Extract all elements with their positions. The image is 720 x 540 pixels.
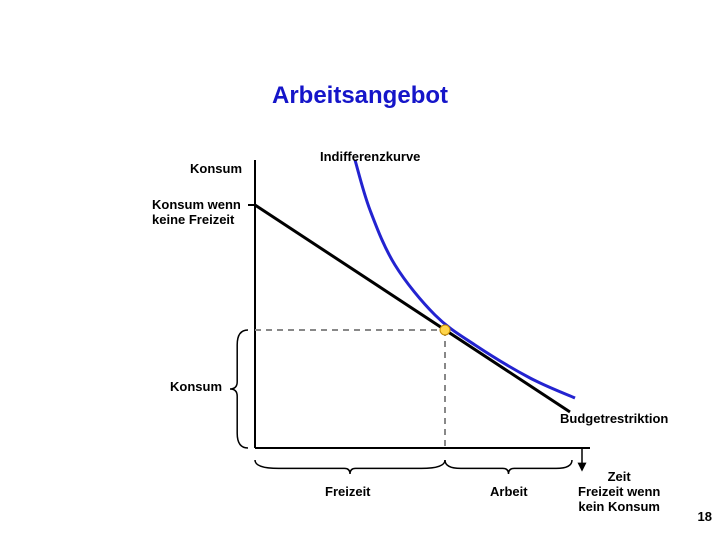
- label-indifference: Indifferenzkurve: [320, 150, 420, 165]
- brace-freizeit: [255, 460, 445, 474]
- label-konsum-brace: Konsum: [170, 380, 222, 395]
- budget-line: [255, 205, 570, 412]
- label-konsum-no-freizeit: Konsum wenn keine Freizeit: [152, 198, 241, 228]
- chart: [0, 0, 720, 540]
- label-budget: Budgetrestriktion: [560, 412, 668, 427]
- slide-stage: Arbeitsangebot Konsum Indiffer: [0, 0, 720, 540]
- tangent-point: [440, 325, 450, 335]
- label-konsum-axis: Konsum: [190, 162, 242, 177]
- label-freizeit: Freizeit: [325, 485, 371, 500]
- brace-konsum: [230, 330, 248, 448]
- page-number: 18: [698, 509, 712, 524]
- indifference-curve: [355, 160, 575, 398]
- label-zeit: Zeit Freizeit wenn kein Konsum: [578, 470, 660, 515]
- label-arbeit: Arbeit: [490, 485, 528, 500]
- brace-arbeit: [445, 460, 572, 474]
